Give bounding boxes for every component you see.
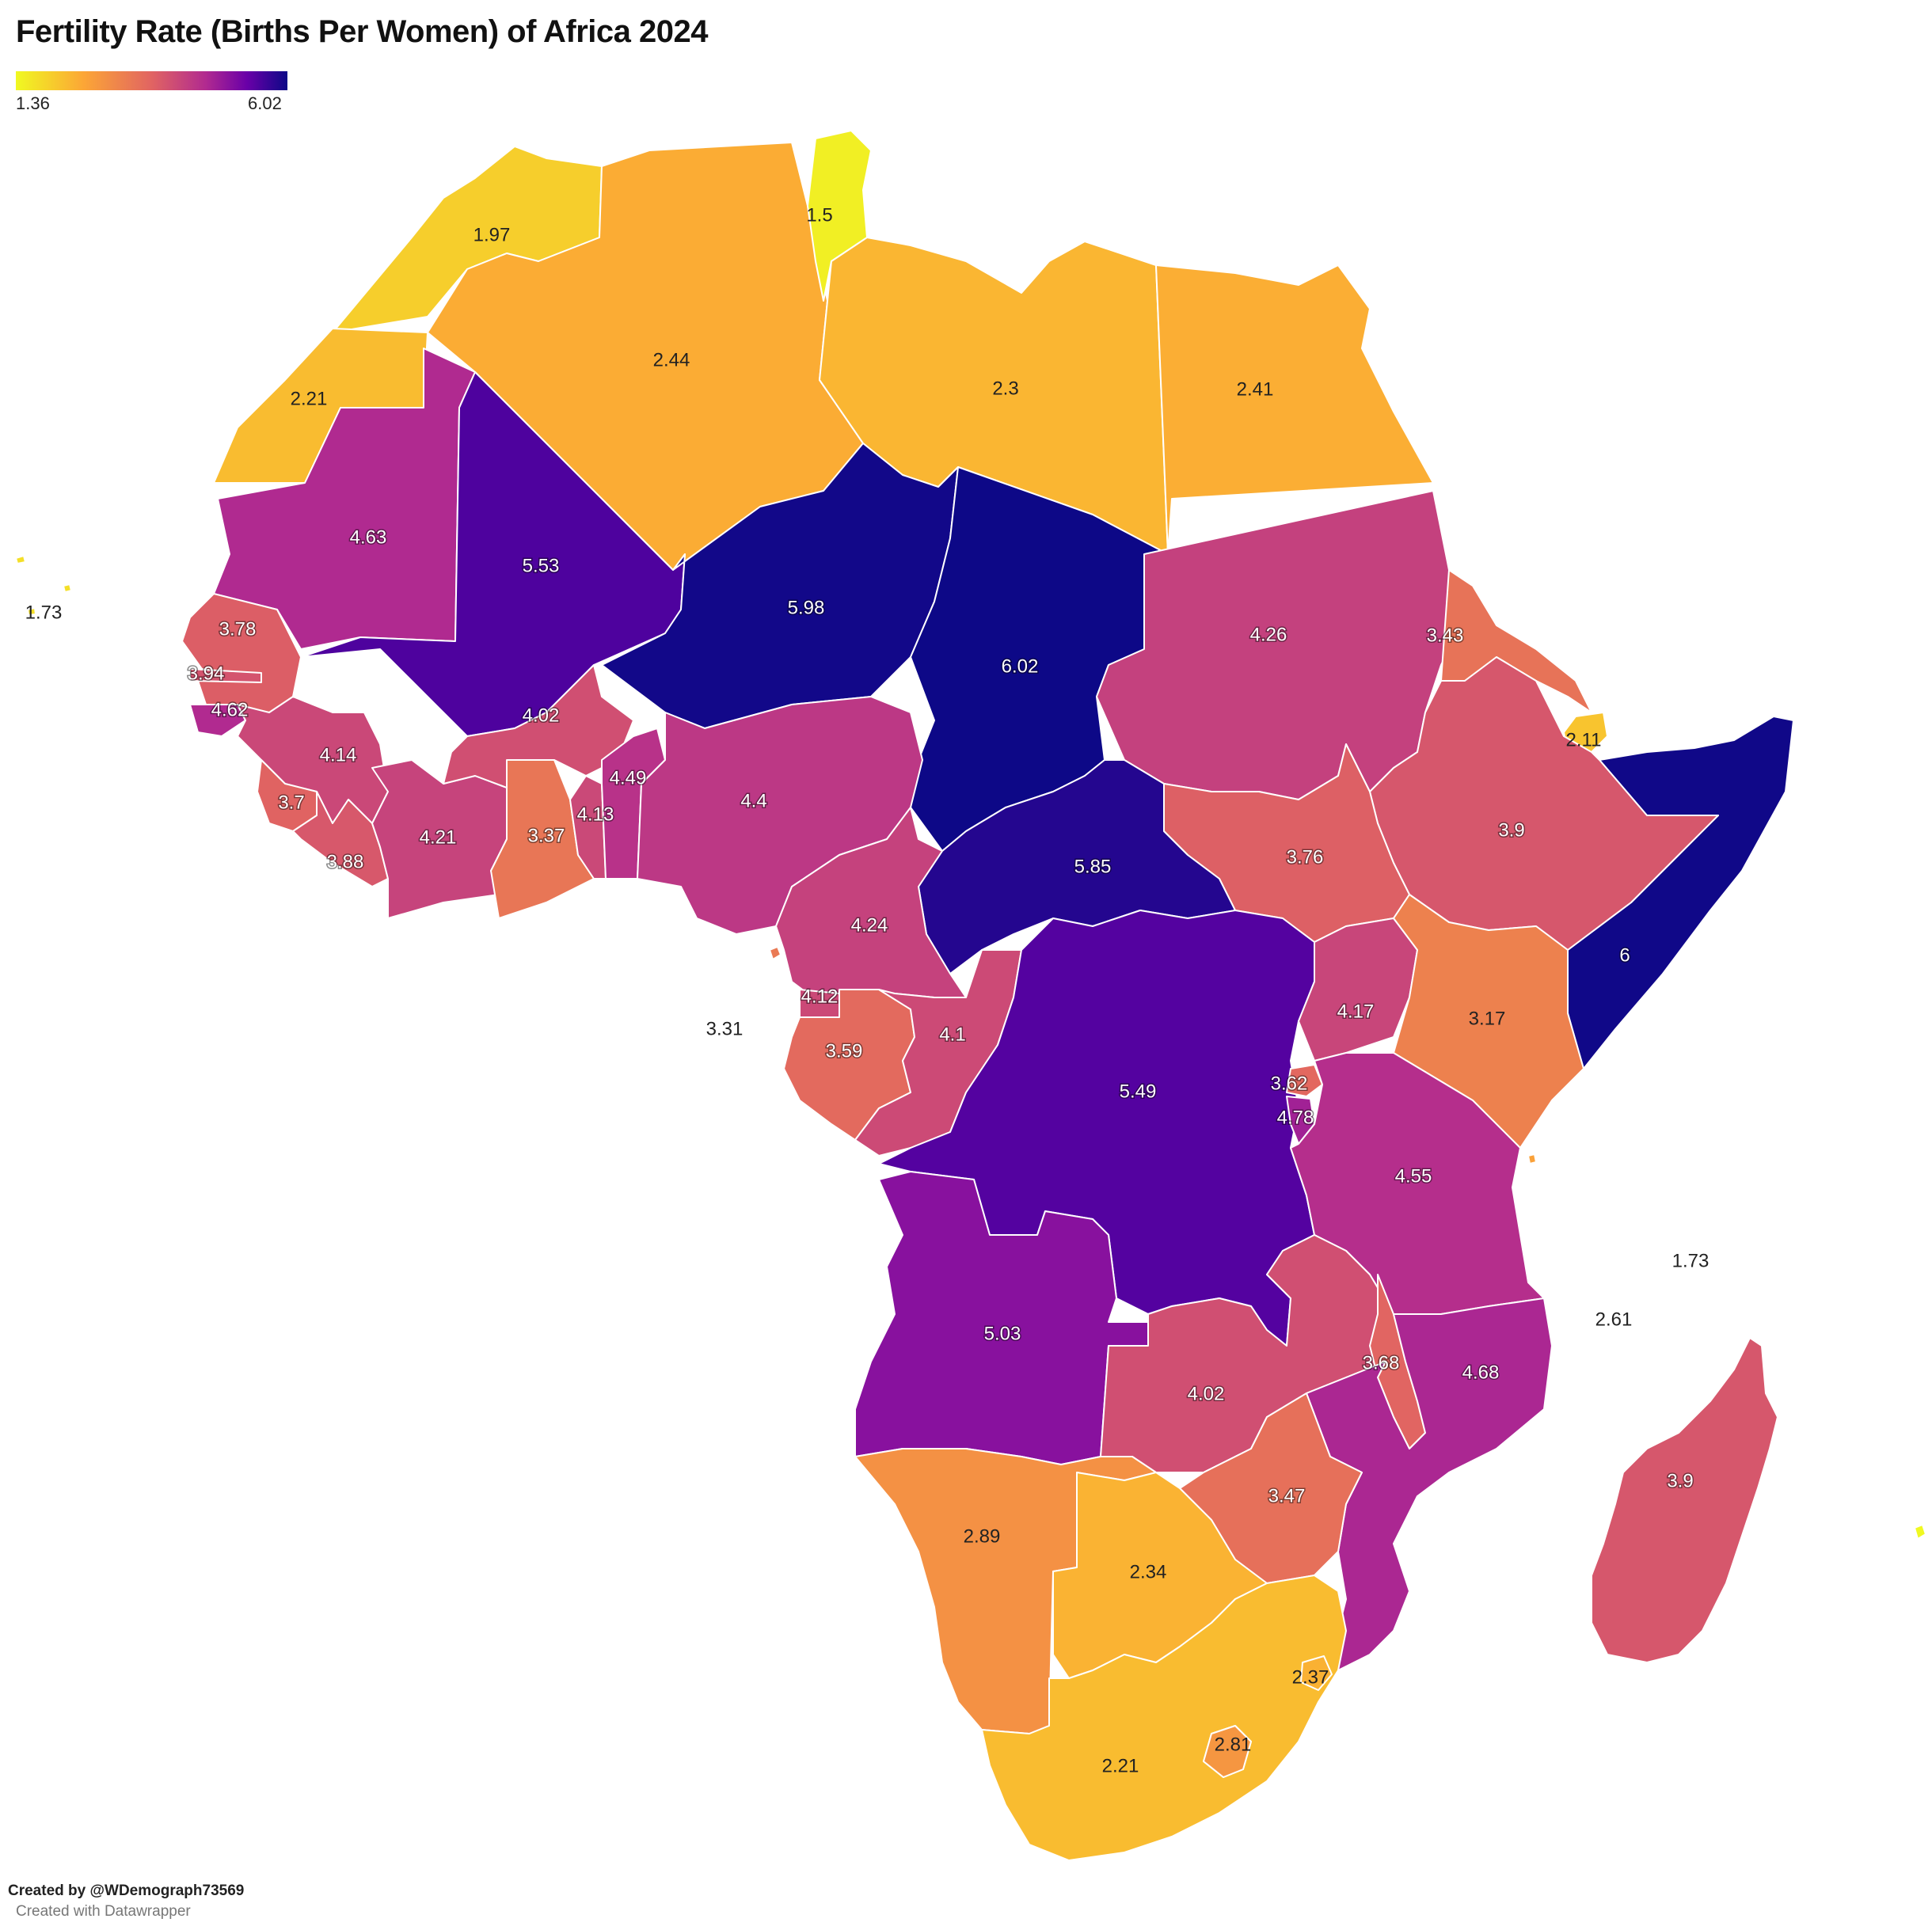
country-label-burundi: 4.78 bbox=[1277, 1107, 1314, 1128]
country-label-malawi: 3.68 bbox=[1363, 1352, 1400, 1373]
country-rwanda[interactable] bbox=[1286, 1064, 1323, 1097]
country-guinea-bissau[interactable] bbox=[189, 704, 246, 737]
map-title: Fertility Rate (Births Per Women) of Afr… bbox=[16, 14, 709, 49]
country-madagascar[interactable] bbox=[1591, 1337, 1778, 1663]
country-label-djibouti: 2.11 bbox=[1566, 729, 1602, 750]
country-eswatini[interactable] bbox=[1300, 1655, 1333, 1691]
country-label-tanzania: 4.55 bbox=[1395, 1165, 1432, 1187]
country-label-gabon: 3.59 bbox=[826, 1040, 863, 1062]
island-label-sao-tome: 3.31 bbox=[706, 1018, 744, 1039]
country-label-chad: 6.02 bbox=[1002, 655, 1039, 677]
country-label-tunisia: 1.5 bbox=[806, 204, 832, 226]
country-label-namibia: 2.89 bbox=[964, 1525, 1001, 1547]
island-label-seychelles: 1.73 bbox=[1672, 1250, 1710, 1271]
country-senegal[interactable] bbox=[181, 593, 302, 713]
island-cape-verde[interactable] bbox=[15, 555, 72, 616]
country-label-south-africa: 2.21 bbox=[1102, 1755, 1139, 1776]
country-label-egypt: 2.41 bbox=[1237, 378, 1274, 400]
country-lesotho[interactable] bbox=[1203, 1725, 1252, 1778]
country-label-guinea: 4.14 bbox=[320, 744, 357, 766]
country-liberia[interactable] bbox=[292, 791, 389, 887]
country-label-angola: 5.03 bbox=[984, 1323, 1021, 1344]
country-label-guinea-bissau: 4.62 bbox=[211, 699, 249, 720]
island-label-comoros: 2.61 bbox=[1595, 1309, 1633, 1330]
country-label-zambia: 4.02 bbox=[1188, 1383, 1225, 1404]
country-kenya[interactable] bbox=[1393, 894, 1584, 1149]
country-label-eswatini: 2.37 bbox=[1292, 1666, 1329, 1688]
country-label-lesotho: 2.81 bbox=[1215, 1734, 1252, 1755]
country-label-gambia: 3.94 bbox=[188, 663, 225, 684]
country-central-african-republic[interactable] bbox=[918, 759, 1236, 974]
country-label-togo: 4.13 bbox=[577, 804, 614, 825]
country-egypt[interactable] bbox=[1155, 264, 1434, 555]
country-label-dr-congo: 5.49 bbox=[1120, 1081, 1157, 1102]
country-label-congo: 4.1 bbox=[939, 1024, 965, 1045]
country-gambia[interactable] bbox=[189, 668, 262, 683]
country-label-botswana: 2.34 bbox=[1130, 1561, 1167, 1582]
country-label-algeria: 2.44 bbox=[653, 349, 690, 370]
country-label-liberia: 3.88 bbox=[327, 851, 364, 872]
legend-color-bar bbox=[16, 71, 287, 90]
legend-max-label: 6.02 bbox=[248, 93, 282, 113]
country-label-benin: 4.49 bbox=[610, 767, 647, 788]
island-sao-tome[interactable] bbox=[769, 946, 782, 960]
island-comoros[interactable] bbox=[1527, 1153, 1537, 1164]
credit-created-with[interactable]: Created with Datawrapper bbox=[16, 1903, 191, 1920]
country-label-rwanda: 3.62 bbox=[1271, 1073, 1308, 1094]
island-mauritius[interactable] bbox=[1914, 1524, 1926, 1540]
country-label-sierra-leone: 3.7 bbox=[278, 792, 304, 813]
country-label-ivory-coast: 4.21 bbox=[420, 826, 457, 848]
country-label-somalia: 6 bbox=[1619, 944, 1630, 966]
credit-created-by: Created by @WDemograph73569 bbox=[8, 1883, 245, 1899]
country-label-ghana: 3.37 bbox=[528, 825, 565, 846]
legend-min-label: 1.36 bbox=[16, 93, 50, 113]
country-label-equatorial-guinea: 4.12 bbox=[801, 986, 839, 1007]
island-label-cape-verde: 1.73 bbox=[25, 602, 63, 623]
country-label-kenya: 3.17 bbox=[1469, 1008, 1506, 1029]
country-label-senegal: 3.78 bbox=[219, 618, 257, 640]
country-label-burkina-faso: 4.02 bbox=[523, 705, 560, 726]
country-label-madagascar: 3.9 bbox=[1667, 1470, 1693, 1491]
country-label-zimbabwe: 3.47 bbox=[1268, 1485, 1306, 1506]
country-label-south-sudan: 3.76 bbox=[1287, 846, 1324, 868]
country-label-libya: 2.3 bbox=[992, 378, 1018, 399]
country-label-mali: 5.53 bbox=[523, 555, 560, 576]
country-label-mauritania: 4.63 bbox=[350, 526, 387, 548]
country-label-central-african-republic: 5.85 bbox=[1074, 856, 1112, 877]
country-label-uganda: 4.17 bbox=[1337, 1001, 1375, 1022]
country-label-nigeria: 4.4 bbox=[740, 790, 766, 811]
country-ghana[interactable] bbox=[490, 759, 595, 919]
country-label-niger: 5.98 bbox=[788, 597, 825, 618]
country-label-cameroon: 4.24 bbox=[851, 914, 888, 936]
country-uganda[interactable] bbox=[1298, 918, 1418, 1062]
country-label-mozambique: 4.68 bbox=[1462, 1362, 1500, 1383]
country-label-morocco: 1.97 bbox=[473, 224, 511, 245]
country-label-eritrea: 3.43 bbox=[1427, 625, 1464, 646]
country-label-sudan: 4.26 bbox=[1250, 624, 1287, 645]
country-label-western-sahara: 2.21 bbox=[291, 388, 328, 409]
country-label-ethiopia: 3.9 bbox=[1498, 819, 1524, 841]
